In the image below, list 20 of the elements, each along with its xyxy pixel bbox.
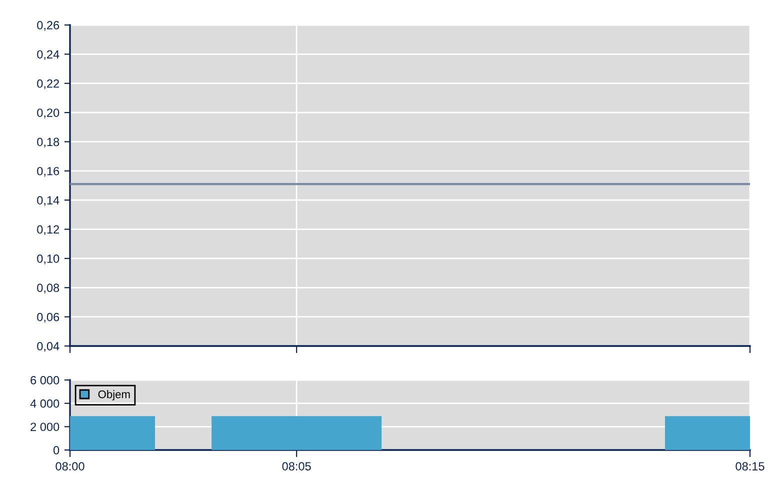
y-tick-label: 0,12: [37, 225, 59, 236]
y-tick-label: 0,20: [37, 108, 60, 118]
y-tick-label: 0,08: [37, 284, 60, 294]
y-tick-label: 2 000: [30, 422, 60, 432]
y-tick-label: 0,16: [37, 166, 60, 177]
y-tick-label: 0,10: [37, 254, 60, 264]
x-tick-label: 08:05: [282, 462, 311, 470]
x-tick-label: 08:00: [56, 462, 84, 470]
y-tick-label: 0: [53, 446, 60, 454]
legend-label: Objem: [98, 390, 130, 400]
y-tick-label: 0,14: [37, 196, 60, 206]
x-tick-label: 08:15: [736, 462, 764, 470]
y-tick-label: 4 000: [30, 399, 60, 408]
y-tick-label: 0,22: [37, 79, 59, 90]
y-tick-label: 0,06: [37, 312, 60, 323]
y-tick-label: 0,26: [37, 21, 60, 31]
y-tick-label: 0,04: [37, 342, 60, 352]
y-tick-label: 0,18: [37, 138, 60, 148]
y-tick-label: 6 000: [30, 376, 60, 384]
y-tick-label: 0,24: [37, 50, 60, 60]
